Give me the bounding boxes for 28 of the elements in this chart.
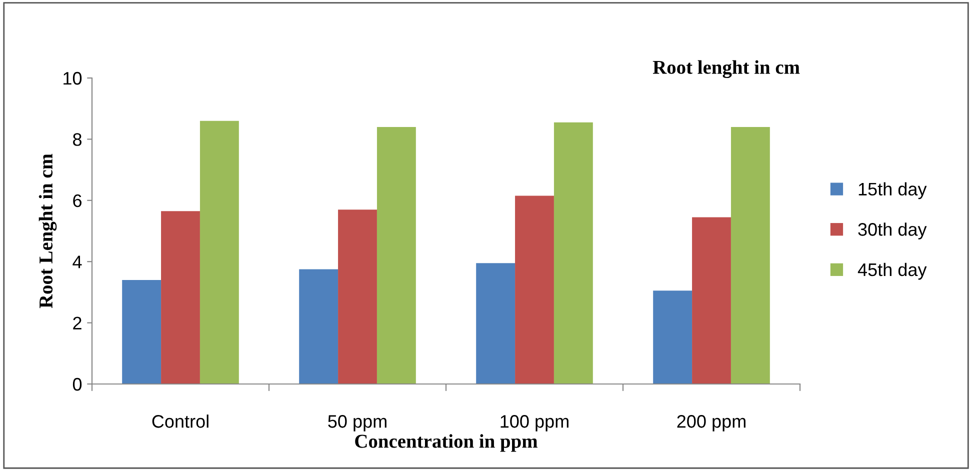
bar [730, 126, 770, 384]
y-tick-label: 8 [73, 133, 82, 146]
bar [476, 263, 516, 384]
y-tick-label: 0 [72, 378, 82, 391]
bar [161, 211, 200, 384]
y-axis-title: Root Lenght in cm [38, 154, 57, 308]
x-tick-label: Control [152, 414, 208, 428]
x-tick-label: 50 ppm [328, 415, 386, 432]
legend-label: 15th day [858, 182, 927, 200]
x-tick-label: 100 ppm [500, 415, 568, 432]
bar [122, 280, 162, 384]
legend-label: 45th day [858, 262, 927, 280]
bar [515, 196, 554, 384]
x-tick-label: 200 ppm [677, 415, 746, 432]
y-tick-label: 10 [64, 72, 82, 85]
bar [338, 210, 377, 384]
chart-title: Root lenght in cm [652, 60, 800, 78]
bar [692, 217, 731, 384]
x-axis-title: Concentration in ppm [355, 434, 538, 452]
bar [200, 120, 239, 384]
y-tick-label: 6 [73, 194, 82, 208]
bar [554, 122, 593, 384]
y-tick-label: 4 [72, 256, 82, 268]
legend-label: 30th day [858, 222, 927, 240]
bar [653, 290, 692, 384]
y-tick-label: 2 [73, 316, 82, 330]
bar [376, 126, 416, 384]
bar [299, 269, 338, 384]
